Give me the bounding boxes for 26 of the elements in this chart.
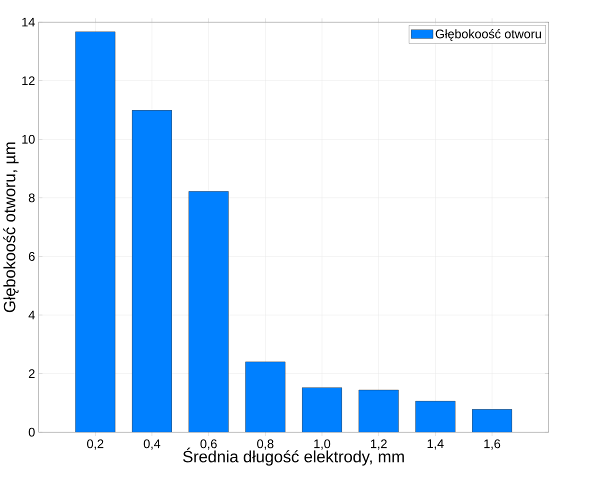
y-tick-label: 4 — [28, 310, 35, 320]
legend-label: Głębokoość otworu — [436, 29, 541, 41]
bar — [132, 110, 172, 432]
y-tick-label: 10 — [22, 134, 35, 144]
bar — [188, 191, 228, 432]
y-tick-label: 0 — [28, 428, 35, 437]
bar — [472, 409, 512, 432]
y-tick-label: 12 — [22, 76, 35, 86]
y-tick-label: 6 — [28, 252, 35, 261]
bar — [358, 390, 399, 432]
y-tick-label: 8 — [28, 193, 35, 202]
bar — [416, 401, 456, 432]
y-tick-label: 2 — [28, 369, 35, 378]
x-tick-label: 0,2 — [87, 439, 104, 450]
x-tick-label: 1,6 — [484, 439, 500, 450]
y-axis-title: Głębokoość otworu, µm — [3, 142, 19, 312]
x-tick-label: 1,2 — [370, 439, 387, 450]
bar — [75, 32, 116, 432]
x-tick-label: 0,8 — [257, 439, 274, 450]
bar — [245, 362, 286, 432]
x-tick-label: 0,4 — [144, 439, 160, 450]
y-tick-label: 14 — [22, 18, 35, 26]
x-tick-label: 0,6 — [200, 439, 217, 450]
x-tick-label: 1,4 — [428, 439, 444, 450]
x-tick-label: 1,0 — [314, 439, 330, 450]
bar — [302, 388, 342, 432]
